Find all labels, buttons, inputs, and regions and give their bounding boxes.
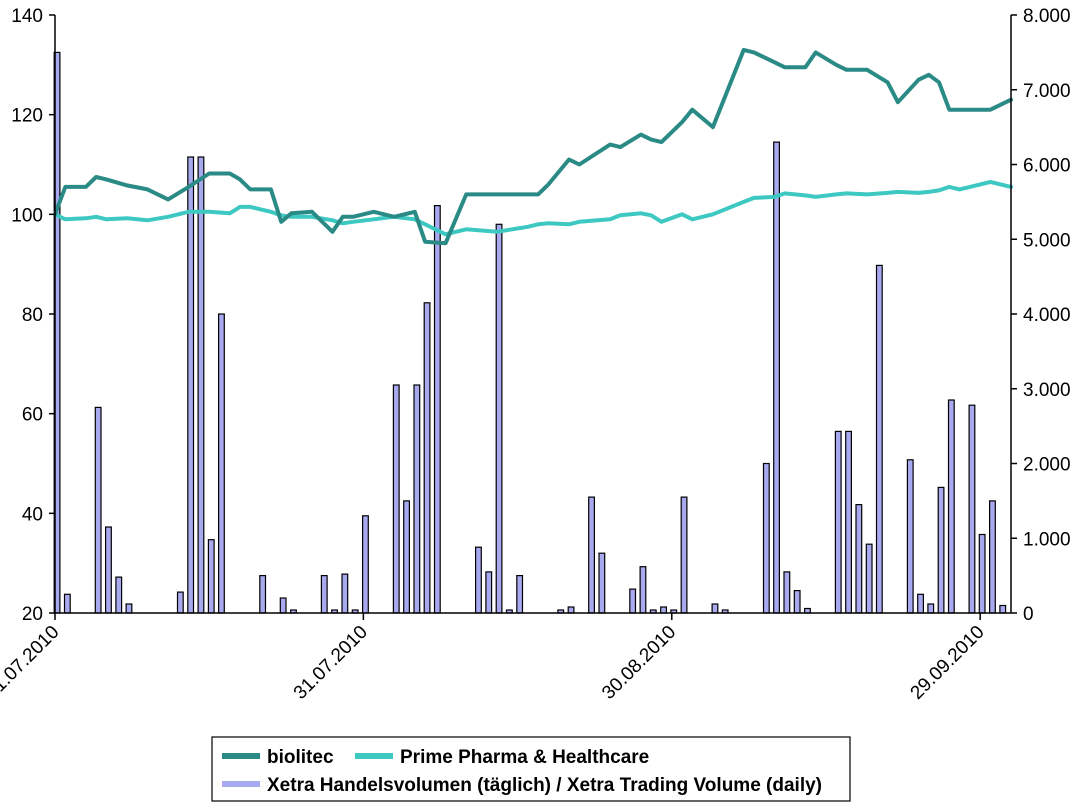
right-tick-label: 1.000 — [1023, 529, 1071, 550]
volume-bar — [711, 603, 719, 614]
volume-bar — [392, 384, 400, 614]
volume-bar — [176, 591, 184, 614]
volume-bar — [207, 539, 215, 614]
x-tick-label: 29.09.2010 — [907, 622, 989, 704]
x-tick-label: 01.07.2010 — [0, 622, 64, 704]
volume-bar — [793, 589, 801, 614]
volume-bar — [413, 384, 421, 614]
volume-bar — [433, 205, 441, 614]
volume-bar — [362, 515, 369, 614]
volume-bar — [341, 573, 349, 614]
volume-bar — [947, 399, 955, 614]
left-tick-label: 40 — [22, 504, 43, 525]
volume-bar — [403, 500, 411, 614]
legend: biolitec Prime Pharma & Healthcare Xetra H… — [211, 736, 851, 802]
left-tick-label: 120 — [11, 106, 43, 127]
legend-label: Xetra Handelsvolumen (täglich) / Xetra T… — [267, 775, 822, 796]
line-prime-pharma-healthcare — [53, 179, 1013, 237]
volume-bar — [485, 571, 493, 614]
legend-swatch — [222, 781, 260, 787]
volume-bar — [937, 486, 945, 614]
volume-bars — [53, 51, 1007, 614]
volume-bar — [197, 156, 205, 614]
legend-swatch — [222, 753, 260, 759]
right-tick-label: 4.000 — [1023, 305, 1071, 326]
volume-bar — [94, 406, 102, 614]
volume-bar — [423, 302, 431, 614]
volume-bar — [855, 504, 863, 614]
right-tick-label: 0 — [1023, 604, 1034, 625]
volume-bar — [218, 313, 225, 614]
left-tick-label: 140 — [11, 6, 43, 27]
volume-bar — [906, 459, 914, 614]
volume-bar — [639, 566, 647, 614]
volume-bar — [475, 546, 482, 614]
volume-bar — [762, 462, 770, 614]
right-tick-label: 5.000 — [1023, 230, 1071, 251]
volume-bar — [63, 593, 71, 614]
legend-swatch — [355, 753, 393, 759]
volume-bar — [978, 533, 986, 614]
volume-bar — [783, 571, 791, 614]
right-tick-label: 7.000 — [1023, 81, 1071, 102]
volume-bar — [629, 588, 637, 614]
volume-bar — [115, 576, 123, 614]
volume-bar — [187, 156, 195, 614]
volume-bar — [588, 496, 596, 614]
x-tick-label: 31.07.2010 — [290, 622, 372, 704]
left-tick-label: 20 — [22, 604, 43, 625]
volume-bar — [917, 593, 925, 614]
volume-bar — [834, 430, 842, 614]
volume-bar — [598, 552, 606, 614]
volume-bar — [320, 574, 328, 614]
right-tick-label: 8.000 — [1023, 6, 1071, 27]
legend-label: Prime Pharma & Healthcare — [400, 747, 649, 768]
right-tick-label: 6.000 — [1023, 156, 1071, 177]
x-tick-label: 30.08.2010 — [598, 622, 680, 704]
volume-bar — [865, 543, 873, 614]
left-tick-label: 100 — [11, 205, 43, 226]
legend-box — [211, 736, 851, 802]
volume-bar — [567, 606, 575, 614]
volume-bar — [988, 500, 996, 614]
volume-bar — [968, 404, 976, 614]
volume-bar — [927, 603, 935, 614]
left-tick-label: 80 — [22, 305, 43, 326]
volume-bar — [875, 264, 883, 614]
volume-bar — [279, 597, 287, 614]
volume-bar — [680, 496, 688, 614]
volume-bar — [495, 223, 503, 614]
volume-bar — [259, 574, 267, 614]
volume-bar — [999, 604, 1007, 614]
volume-bar — [660, 606, 668, 614]
line-biolitec — [53, 47, 1013, 246]
index-lines — [53, 47, 1013, 246]
legend-label: biolitec — [267, 747, 334, 768]
volume-bar — [845, 430, 853, 614]
volume-bar — [773, 141, 781, 614]
right-tick-label: 2.000 — [1023, 455, 1071, 476]
right-tick-label: 3.000 — [1023, 380, 1071, 401]
volume-bar — [516, 574, 524, 614]
volume-bar — [104, 526, 112, 614]
volume-bar — [125, 603, 133, 614]
left-tick-label: 60 — [22, 405, 43, 426]
